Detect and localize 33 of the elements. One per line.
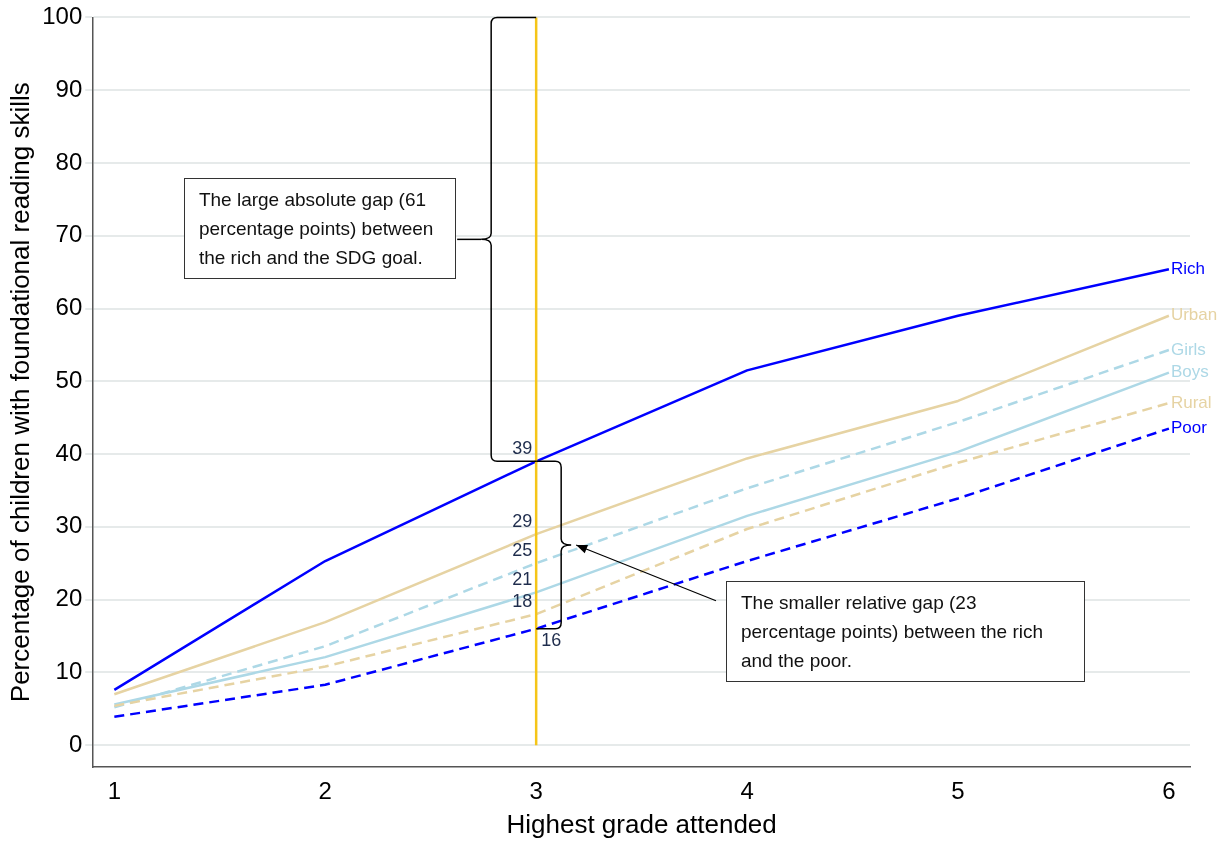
series-label: Rich <box>1170 258 1205 278</box>
data-label: 39 <box>512 438 533 459</box>
data-label: 16 <box>541 629 562 650</box>
series-label: Boys <box>1170 362 1209 382</box>
y-tick-label: 40 <box>55 438 83 466</box>
y-tick-label: 20 <box>55 584 83 612</box>
x-tick-label: 3 <box>529 777 543 805</box>
text-box: The large absolute gap (61 percentage points) between the rich and the SDG goal. <box>183 177 456 279</box>
series-label: Rural <box>1170 392 1212 412</box>
text-box: The smaller relative gap (23 percentage points) between the rich and the poor. <box>726 580 1085 682</box>
series-label: Girls <box>1170 339 1206 359</box>
data-label: 21 <box>512 569 533 590</box>
x-tick-label: 1 <box>107 777 122 805</box>
y-tick-label: 80 <box>55 147 83 175</box>
x-tick-label: 4 <box>740 777 754 805</box>
x-tick-label: 2 <box>318 777 332 805</box>
y-tick-label: 10 <box>55 657 83 685</box>
y-tick-label: 100 <box>42 2 83 30</box>
y-tick-label: 30 <box>55 511 83 539</box>
x-tick-label: 5 <box>951 777 965 805</box>
series-label: Poor <box>1170 418 1208 438</box>
y-tick-label: 90 <box>55 74 83 102</box>
data-label: 29 <box>512 511 533 532</box>
y-tick-label: 50 <box>55 365 83 393</box>
data-label: 18 <box>512 591 533 612</box>
y-tick-label: 70 <box>55 220 83 248</box>
x-axis-title: Highest grade attended <box>506 808 777 839</box>
x-tick-label: 6 <box>1162 777 1176 805</box>
y-axis-title: Percentage of children with foundational reading skills <box>4 82 35 703</box>
y-tick-label: 60 <box>55 293 83 321</box>
data-label: 25 <box>512 540 533 561</box>
y-tick-label: 0 <box>68 729 83 757</box>
series-label: Urban <box>1170 305 1218 325</box>
